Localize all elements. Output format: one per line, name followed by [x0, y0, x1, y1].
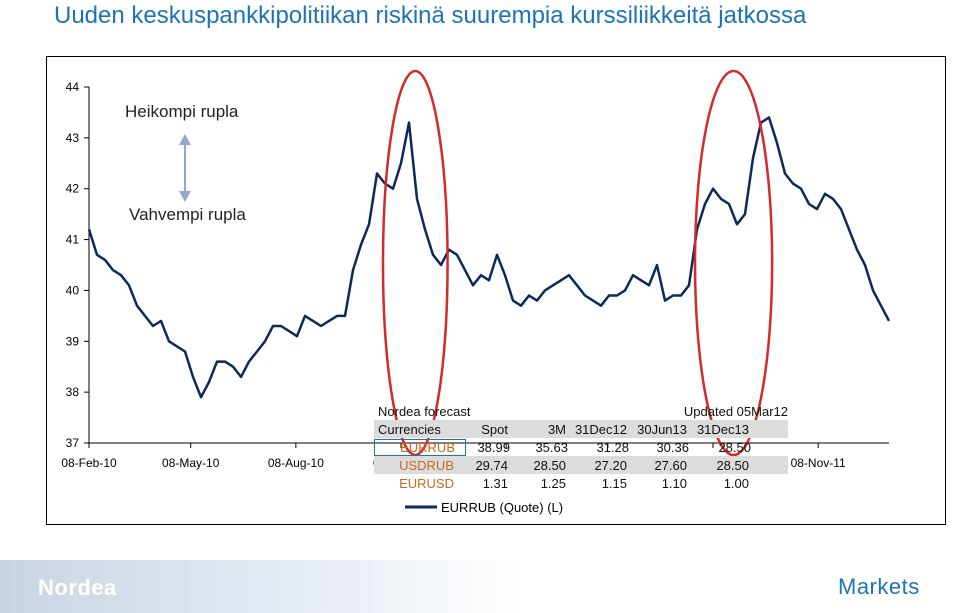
y-tick-label: 39 — [66, 334, 80, 348]
annotation-stronger-ruble: Vahvempi rupla — [129, 205, 246, 224]
chart-overlays: Heikompi rupla Vahvempi rupla — [125, 69, 774, 457]
forecast-value: 28.50 — [718, 439, 751, 455]
forecast-pair: USDRUB — [399, 457, 454, 473]
footer-band — [0, 560, 520, 613]
forecast-table-header-row: Currencies Spot 3M 31Dec12 30Jun13 31Dec… — [374, 420, 788, 438]
forecast-value: 31.28 — [596, 439, 629, 455]
forecast-row-eurusd: EURUSD 1.31 1.25 1.15 1.10 1.00 — [374, 474, 788, 492]
forecast-value: 1.10 — [661, 475, 687, 491]
forecast-value: 28.50 — [533, 457, 566, 473]
series-line-eurrub — [87, 116, 891, 399]
forecast-value: 1.31 — [482, 475, 508, 491]
y-tick-label: 43 — [66, 131, 80, 145]
forecast-value: 35.63 — [535, 439, 568, 455]
y-tick-label: 44 — [66, 80, 80, 94]
forecast-value: 28.50 — [716, 457, 749, 473]
forecast-col-31dec12: 31Dec12 — [574, 421, 627, 437]
forecast-value: 29.74 — [475, 457, 508, 473]
forecast-col-3m: 3M — [547, 421, 566, 437]
chart-frame: 37 38 39 40 41 42 43 44 08-Feb-10 08-May-10 08-Aug… — [46, 56, 946, 525]
forecast-col-currencies: Currencies — [378, 421, 441, 437]
y-tick-label: 38 — [66, 385, 80, 399]
forecast-value: 1.00 — [723, 475, 749, 491]
highlight-ellipse-2 — [693, 69, 774, 457]
y-tick-label: 42 — [66, 182, 80, 196]
markets-label: Markets — [838, 574, 920, 599]
x-tick-label: 08-Aug-10 — [268, 456, 324, 470]
forecast-value: 27.20 — [594, 457, 627, 473]
y-tick-label: 40 — [66, 283, 80, 297]
forecast-col-31dec13: 31Dec13 — [696, 421, 749, 437]
forecast-col-spot: Spot — [481, 421, 508, 437]
forecast-value: 38.99 — [477, 439, 510, 455]
chart-legend: EURRUB (Quote) (L) — [405, 500, 563, 515]
arrow-up-head — [179, 134, 191, 145]
annotation-weaker-ruble: Heikompi rupla — [125, 102, 239, 121]
forecast-pair: EURRUB — [374, 438, 466, 456]
forecast-col-30jun13: 30Jun13 — [637, 421, 687, 437]
page-title: Uuden keskuspankkipolitiikan riskinä suu… — [54, 2, 807, 29]
forecast-value: 1.25 — [540, 475, 566, 491]
x-tick-label: 08-May-10 — [162, 456, 220, 470]
forecast-row-usdrub: USDRUB 29.74 28.50 27.20 27.60 28.50 — [374, 456, 788, 474]
x-tick-label: 08-Nov-11 — [791, 456, 846, 470]
forecast-table: Nordea forecast Updated 05Mar12 Currenci… — [374, 402, 788, 492]
x-tick-label: 08-Feb-10 — [61, 456, 117, 470]
forecast-table-title-row: Nordea forecast Updated 05Mar12 — [374, 402, 788, 420]
forecast-value: 30.36 — [656, 439, 689, 455]
y-tick-label: 37 — [66, 436, 80, 450]
forecast-value: 27.60 — [654, 457, 687, 473]
forecast-value: 1.15 — [601, 475, 627, 491]
forecast-row-eurrub: EURRUB 38.99 35.63 31.28 30.36 28.50 — [374, 438, 788, 456]
forecast-pair: EURUSD — [399, 475, 454, 491]
y-tick-label: 41 — [66, 233, 80, 247]
arrow-down-head — [179, 191, 191, 202]
forecast-table-updated: Updated 05Mar12 — [683, 403, 788, 419]
nordea-logo: Nordea — [38, 575, 117, 600]
legend-label: EURRUB (Quote) (L) — [441, 500, 563, 515]
chart-marks — [87, 116, 891, 399]
forecast-table-title: Nordea forecast — [378, 403, 471, 419]
